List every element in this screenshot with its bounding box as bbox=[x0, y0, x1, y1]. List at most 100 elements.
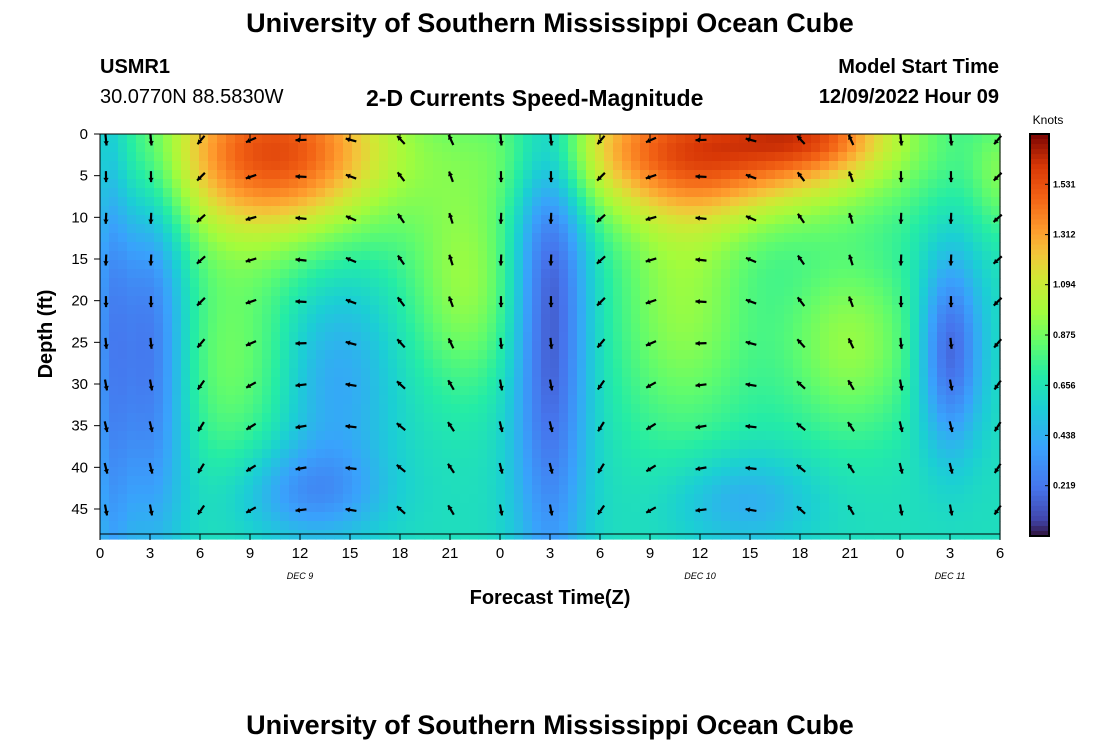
heatmap-cell bbox=[775, 368, 785, 378]
heatmap-cell bbox=[451, 377, 461, 387]
heatmap-cell bbox=[397, 431, 407, 441]
heatmap-cell bbox=[568, 161, 578, 171]
heatmap-cell bbox=[118, 467, 128, 477]
current-arrow bbox=[245, 506, 257, 514]
heatmap-cell bbox=[523, 305, 533, 315]
heatmap-cell bbox=[271, 161, 281, 171]
heatmap-cell bbox=[352, 521, 362, 531]
heatmap-cell bbox=[946, 179, 956, 189]
heatmap-cell bbox=[298, 278, 308, 288]
current-arrow bbox=[295, 298, 307, 305]
heatmap-cell bbox=[712, 215, 722, 225]
heatmap-cell bbox=[163, 215, 173, 225]
heatmap-cell bbox=[946, 197, 956, 207]
heatmap-cell bbox=[676, 512, 686, 522]
heatmap-cell bbox=[334, 188, 344, 198]
heatmap-cell bbox=[271, 386, 281, 396]
heatmap-cell bbox=[757, 242, 767, 252]
heatmap-cell bbox=[460, 467, 470, 477]
heatmap-cell bbox=[478, 170, 488, 180]
heatmap-cell bbox=[928, 188, 938, 198]
current-arrow bbox=[498, 171, 504, 183]
heatmap-cell bbox=[145, 332, 155, 342]
heatmap-cell bbox=[604, 512, 614, 522]
current-arrow bbox=[645, 381, 657, 389]
heatmap-cell bbox=[541, 350, 551, 360]
colorbar-segment bbox=[1030, 400, 1049, 406]
heatmap-cell bbox=[865, 152, 875, 162]
heatmap-cell bbox=[145, 170, 155, 180]
heatmap-cell bbox=[370, 395, 380, 405]
current-arrow bbox=[695, 507, 707, 513]
heatmap-cell bbox=[451, 458, 461, 468]
heatmap-cell bbox=[496, 323, 506, 333]
heatmap-cell bbox=[433, 521, 443, 531]
heatmap-cell bbox=[406, 278, 416, 288]
heatmap-cell bbox=[721, 377, 731, 387]
heatmap-cell bbox=[118, 206, 128, 216]
heatmap-cell bbox=[379, 503, 389, 513]
current-arrow bbox=[695, 137, 707, 143]
heatmap-cell bbox=[856, 287, 866, 297]
heatmap-cell bbox=[100, 413, 110, 423]
heatmap-cell bbox=[586, 332, 596, 342]
heatmap-cell bbox=[820, 179, 830, 189]
heatmap-cell bbox=[271, 296, 281, 306]
heatmap-cell bbox=[217, 233, 227, 243]
heatmap-cell bbox=[892, 440, 902, 450]
heatmap-cell bbox=[253, 404, 263, 414]
heatmap-cell bbox=[703, 233, 713, 243]
heatmap-cell bbox=[991, 440, 1001, 450]
x-tick-label: 12 bbox=[292, 545, 309, 562]
heatmap-cell bbox=[226, 269, 236, 279]
heatmap-cell bbox=[874, 422, 884, 432]
heatmap-cell bbox=[694, 512, 704, 522]
heatmap-cell bbox=[478, 458, 488, 468]
heatmap-cell bbox=[424, 215, 434, 225]
heatmap-cell bbox=[991, 485, 1001, 495]
colorbar-segment bbox=[1030, 380, 1049, 386]
heatmap-cell bbox=[982, 143, 992, 153]
heatmap-cell bbox=[469, 206, 479, 216]
heatmap-cell bbox=[334, 404, 344, 414]
heatmap-cell bbox=[811, 359, 821, 369]
heatmap-cell bbox=[109, 242, 119, 252]
heatmap-cell bbox=[865, 134, 875, 144]
heatmap-cell bbox=[604, 449, 614, 459]
heatmap-cell bbox=[280, 242, 290, 252]
heatmap-cell bbox=[622, 467, 632, 477]
current-arrow bbox=[548, 296, 554, 308]
heatmap-cell bbox=[478, 368, 488, 378]
heatmap-cell bbox=[352, 467, 362, 477]
heatmap-cell bbox=[118, 485, 128, 495]
heatmap-cell bbox=[613, 242, 623, 252]
heatmap-cell bbox=[109, 179, 119, 189]
heatmap-cell bbox=[964, 449, 974, 459]
heatmap-cell bbox=[352, 530, 362, 540]
heatmap-cell bbox=[397, 197, 407, 207]
heatmap-cell bbox=[208, 179, 218, 189]
heatmap-cell bbox=[397, 485, 407, 495]
heatmap-cell bbox=[424, 458, 434, 468]
heatmap-cell bbox=[757, 377, 767, 387]
heatmap-cell bbox=[775, 467, 785, 477]
heatmap-cell bbox=[505, 440, 515, 450]
heatmap-cell bbox=[487, 431, 497, 441]
heatmap-cell bbox=[748, 170, 758, 180]
heatmap-cell bbox=[424, 323, 434, 333]
heatmap-cell bbox=[766, 368, 776, 378]
current-arrow bbox=[745, 423, 757, 430]
current-arrow bbox=[848, 212, 854, 224]
colorbar-segment bbox=[1030, 410, 1049, 416]
heatmap-cell bbox=[433, 134, 443, 144]
heatmap-cell bbox=[946, 431, 956, 441]
heatmap-cell bbox=[253, 341, 263, 351]
heatmap-cell bbox=[163, 467, 173, 477]
heatmap-cell bbox=[820, 512, 830, 522]
heatmap-cell bbox=[883, 188, 893, 198]
colorbar-tick-label: 1.312 bbox=[1053, 230, 1076, 240]
heatmap-cell bbox=[154, 377, 164, 387]
heatmap-cell bbox=[721, 521, 731, 531]
heatmap-cell bbox=[586, 368, 596, 378]
heatmap-cell bbox=[352, 377, 362, 387]
